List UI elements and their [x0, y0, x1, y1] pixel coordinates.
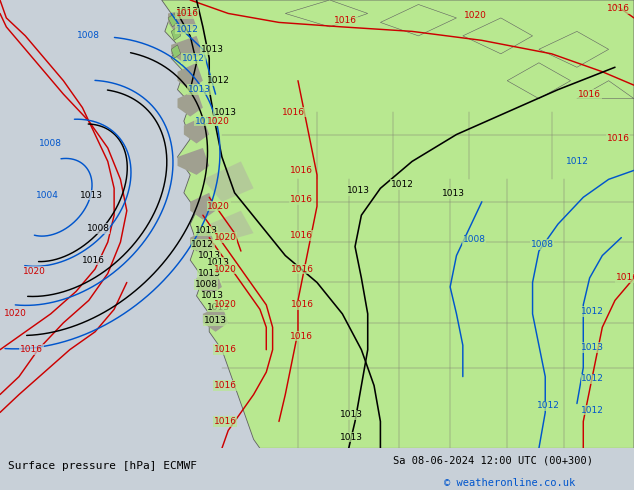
Text: 1004: 1004	[36, 191, 59, 199]
Text: 1012: 1012	[207, 76, 230, 85]
Text: 1013: 1013	[81, 191, 103, 199]
Polygon shape	[178, 63, 203, 90]
Text: 1016: 1016	[20, 345, 43, 354]
Polygon shape	[380, 4, 456, 36]
Text: 1016: 1016	[214, 417, 236, 426]
Text: 1020: 1020	[464, 11, 487, 20]
Text: 1012: 1012	[566, 157, 588, 166]
Text: 1016: 1016	[176, 9, 198, 18]
Text: 1020: 1020	[207, 117, 230, 125]
Polygon shape	[178, 148, 209, 175]
Polygon shape	[171, 45, 181, 58]
Text: 1020: 1020	[23, 267, 46, 276]
Text: 1020: 1020	[207, 202, 230, 211]
Text: 1008: 1008	[463, 235, 486, 245]
Polygon shape	[162, 0, 634, 448]
Polygon shape	[171, 27, 181, 40]
Text: 1013: 1013	[201, 292, 224, 300]
Text: 1013: 1013	[198, 269, 221, 278]
Text: 1013: 1013	[340, 410, 363, 419]
Text: 1013: 1013	[207, 303, 230, 312]
Text: 1008: 1008	[87, 224, 110, 233]
Text: © weatheronline.co.uk: © weatheronline.co.uk	[444, 477, 575, 488]
Text: 1012: 1012	[581, 307, 604, 316]
Text: 1016: 1016	[290, 195, 313, 204]
Text: 1013: 1013	[340, 433, 363, 441]
Text: 1008: 1008	[531, 240, 553, 249]
Polygon shape	[577, 81, 634, 98]
Polygon shape	[190, 229, 216, 256]
Text: 1013: 1013	[581, 343, 604, 352]
Text: 1012: 1012	[191, 240, 214, 249]
Polygon shape	[184, 117, 209, 144]
Text: 1012: 1012	[391, 180, 414, 189]
Text: 1008: 1008	[77, 31, 100, 40]
Text: 1020: 1020	[214, 300, 236, 309]
Text: 1008: 1008	[195, 280, 217, 289]
Polygon shape	[463, 18, 533, 54]
Text: 1016: 1016	[578, 90, 601, 98]
Text: 1016: 1016	[214, 345, 236, 354]
Text: 1012: 1012	[581, 406, 604, 415]
Text: 1013: 1013	[198, 251, 221, 260]
Polygon shape	[171, 36, 203, 63]
Text: 1016: 1016	[82, 256, 105, 265]
Text: 1020: 1020	[214, 233, 236, 242]
Text: 1016: 1016	[616, 273, 634, 282]
Text: 1013: 1013	[176, 7, 198, 16]
Text: 1013: 1013	[188, 85, 211, 94]
Polygon shape	[197, 269, 222, 296]
Polygon shape	[178, 90, 203, 117]
Text: 1008: 1008	[39, 139, 62, 148]
Text: 1013: 1013	[201, 45, 224, 54]
Polygon shape	[285, 0, 368, 27]
Polygon shape	[209, 211, 254, 242]
Text: 1013: 1013	[214, 108, 236, 117]
Text: 1012: 1012	[182, 54, 205, 63]
Text: 1016: 1016	[290, 231, 313, 240]
Polygon shape	[203, 161, 254, 202]
Text: 1013: 1013	[347, 186, 370, 195]
Text: 1016: 1016	[290, 166, 313, 175]
Text: 1016: 1016	[214, 381, 236, 390]
Polygon shape	[168, 9, 197, 36]
Text: Sa 08-06-2024 12:00 UTC (00+300): Sa 08-06-2024 12:00 UTC (00+300)	[393, 455, 593, 465]
Polygon shape	[168, 13, 178, 27]
Polygon shape	[507, 63, 571, 98]
Text: 1012: 1012	[176, 24, 198, 34]
Text: 1020: 1020	[4, 309, 27, 318]
Text: 1013: 1013	[207, 258, 230, 267]
Text: 1016: 1016	[290, 332, 313, 341]
Text: 1016: 1016	[291, 265, 314, 273]
Text: 1016: 1016	[291, 300, 314, 309]
Text: 1016: 1016	[607, 134, 630, 144]
Polygon shape	[539, 31, 609, 67]
Polygon shape	[203, 305, 228, 332]
Text: 1013: 1013	[195, 117, 217, 125]
Polygon shape	[190, 193, 216, 220]
Text: 1020: 1020	[214, 265, 236, 273]
Text: 1016: 1016	[282, 108, 305, 117]
Text: 1016: 1016	[607, 4, 630, 13]
Text: 1013: 1013	[442, 189, 465, 198]
Text: 1012: 1012	[537, 401, 560, 410]
Text: Surface pressure [hPa] ECMWF: Surface pressure [hPa] ECMWF	[8, 461, 197, 471]
Text: 1013: 1013	[195, 226, 217, 235]
Text: 1012: 1012	[581, 374, 604, 383]
Text: 1013: 1013	[204, 316, 227, 325]
Text: 1016: 1016	[334, 16, 357, 24]
